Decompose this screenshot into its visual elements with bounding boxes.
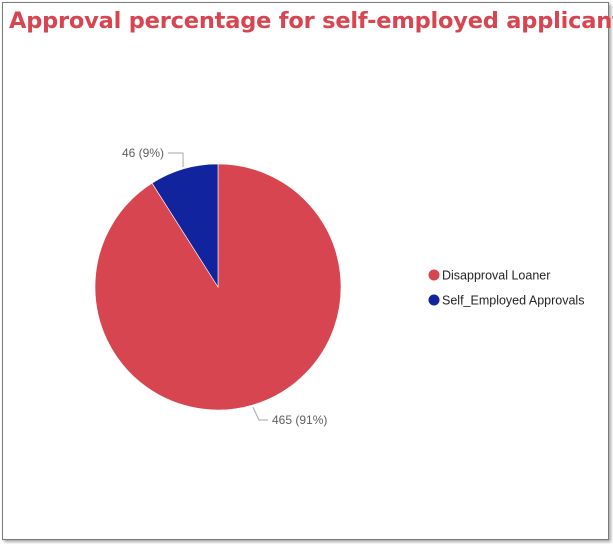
legend-marker-2[interactable] bbox=[428, 294, 440, 306]
legend-label-2[interactable]: Self_Employed Approvals bbox=[442, 294, 584, 308]
legend-label-1[interactable]: Disapproval Loaner bbox=[442, 269, 550, 283]
pie-slice-2[interactable] bbox=[151, 163, 219, 289]
data-label-1: 465 (91%) bbox=[272, 413, 327, 427]
leader-line-1 bbox=[252, 406, 268, 421]
chart-title: Approval percentage for self-employed ap… bbox=[9, 8, 613, 34]
legend-marker-1[interactable] bbox=[428, 269, 440, 281]
data-label-2: 46 (9%) bbox=[122, 146, 164, 160]
leader-line-2 bbox=[168, 152, 184, 167]
